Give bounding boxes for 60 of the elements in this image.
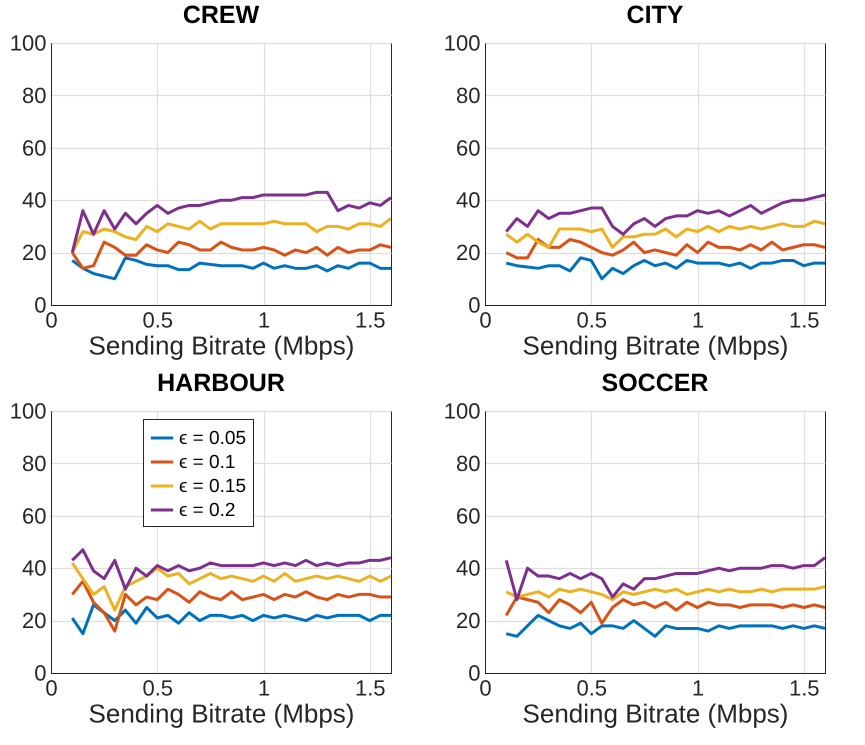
legend-label: ϵ = 0.1 <box>179 452 236 473</box>
chart-title: CITY <box>626 1 684 29</box>
x-axis-title: Sending Bitrate (Mbps) <box>88 698 354 728</box>
line-series <box>70 548 391 591</box>
y-tick-label: 100 <box>10 30 46 56</box>
y-tick-label: 100 <box>444 398 480 424</box>
y-tick-label: 100 <box>10 398 46 424</box>
y-tick-label: 40 <box>456 556 480 581</box>
x-tick-label: 1.5 <box>788 308 820 332</box>
y-tick-label: 20 <box>22 240 46 266</box>
x-tick-label: 1.5 <box>354 308 386 332</box>
line-series <box>504 585 825 602</box>
y-tick-label: 80 <box>22 450 46 476</box>
y-tick-label: 40 <box>22 556 46 581</box>
y-tick-label: 40 <box>22 188 46 213</box>
x-axis-title: Sending Bitrate (Mbps) <box>88 330 354 360</box>
y-tick-label: 100 <box>444 30 480 56</box>
y-tick-label: 20 <box>456 240 480 266</box>
chart-title: SOCCER <box>602 369 708 397</box>
line-series <box>70 217 391 254</box>
y-tick-label: 20 <box>456 608 480 634</box>
y-tick-label: 80 <box>22 82 46 108</box>
y-tick-label: 60 <box>22 503 46 528</box>
line-series <box>70 256 391 280</box>
legend-label: ϵ = 0.15 <box>179 476 246 497</box>
x-tick-label: 0.5 <box>576 676 608 700</box>
chart-title: HARBOUR <box>157 369 285 397</box>
line-series <box>70 580 391 633</box>
x-tick-label: 0.5 <box>142 308 174 332</box>
legend-label: ϵ = 0.05 <box>179 428 246 449</box>
x-axis-title: Sending Bitrate (Mbps) <box>522 330 788 360</box>
x-tick-label: 1 <box>258 676 270 700</box>
line-series <box>70 603 391 636</box>
line-series <box>504 556 825 602</box>
line-series <box>504 238 825 260</box>
x-tick-label: 1 <box>258 308 270 332</box>
y-tick-label: 60 <box>456 135 480 160</box>
x-tick-label: 1.5 <box>354 676 386 700</box>
y-tick-label: 80 <box>456 450 480 476</box>
y-tick-label: 60 <box>456 503 480 528</box>
x-axis-title: Sending Bitrate (Mbps) <box>522 698 788 728</box>
x-tick-label: 1 <box>692 308 704 332</box>
line-series <box>504 256 825 280</box>
line-series <box>70 240 391 270</box>
legend-label: ϵ = 0.2 <box>179 500 236 521</box>
line-series <box>504 596 825 625</box>
y-tick-label: 40 <box>456 188 480 213</box>
x-tick-label: 0.5 <box>576 308 608 332</box>
line-series <box>70 561 391 612</box>
chart-title: CREW <box>182 1 260 29</box>
line-series <box>504 193 825 236</box>
y-tick-label: 60 <box>22 135 46 160</box>
x-tick-label: 0.5 <box>142 676 174 700</box>
y-tick-label: 20 <box>22 608 46 634</box>
y-tick-label: 80 <box>456 82 480 108</box>
line-series <box>504 614 825 638</box>
x-tick-label: 1.5 <box>788 676 820 700</box>
line-series <box>70 190 391 254</box>
x-tick-label: 1 <box>692 676 704 700</box>
line-series <box>504 220 825 249</box>
